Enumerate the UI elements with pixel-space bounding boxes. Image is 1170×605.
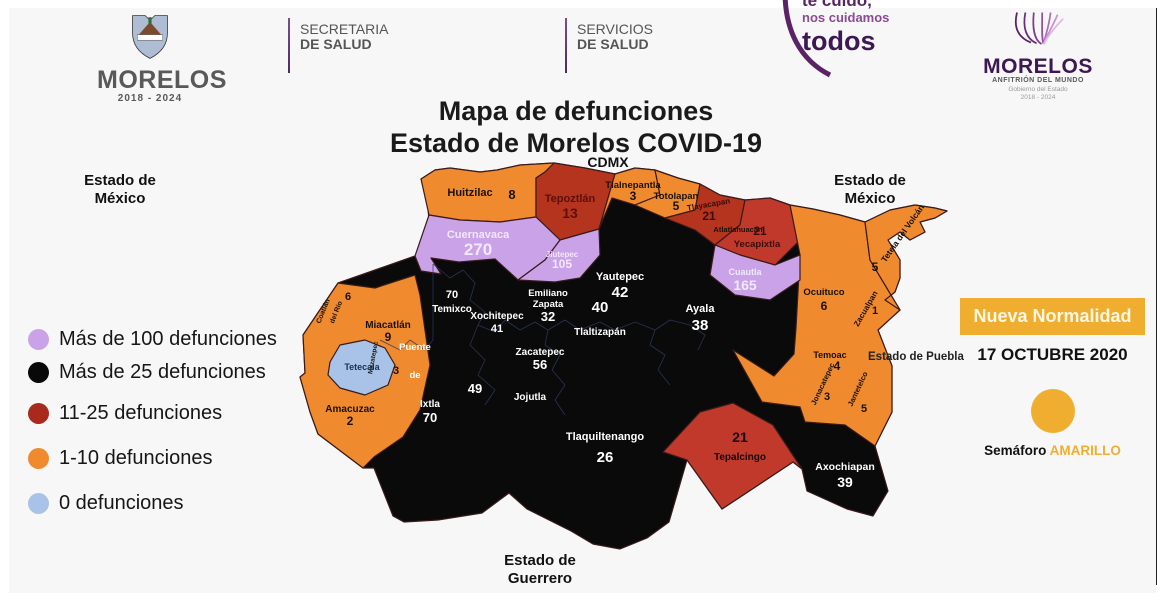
svg-text:3: 3 xyxy=(393,365,399,377)
svg-text:5: 5 xyxy=(861,403,867,415)
svg-text:70: 70 xyxy=(446,289,458,301)
svg-text:Guerrero: Guerrero xyxy=(508,570,572,587)
svg-text:21: 21 xyxy=(753,224,767,238)
svg-text:165: 165 xyxy=(733,277,757,293)
svg-text:3: 3 xyxy=(824,391,830,403)
svg-text:38: 38 xyxy=(692,317,709,334)
svg-text:Temixco: Temixco xyxy=(432,304,472,315)
svg-text:5: 5 xyxy=(673,199,680,213)
svg-text:Estado de: Estado de xyxy=(504,552,576,569)
svg-text:Emiliano: Emiliano xyxy=(528,288,568,299)
svg-text:26: 26 xyxy=(597,449,614,466)
svg-text:Temoac: Temoac xyxy=(813,350,846,360)
svg-text:Cuautla: Cuautla xyxy=(728,267,762,277)
svg-text:Yautepec: Yautepec xyxy=(596,271,644,283)
svg-text:Estado de: Estado de xyxy=(84,172,156,189)
svg-text:México: México xyxy=(95,190,146,207)
svg-text:2: 2 xyxy=(347,414,354,428)
svg-text:Huitzilac: Huitzilac xyxy=(447,187,492,199)
svg-text:Ocuituco: Ocuituco xyxy=(803,287,844,298)
svg-text:105: 105 xyxy=(552,257,572,271)
svg-text:32: 32 xyxy=(541,309,555,324)
svg-text:3: 3 xyxy=(630,189,637,203)
svg-text:5: 5 xyxy=(872,260,879,274)
svg-text:6: 6 xyxy=(345,291,351,303)
svg-text:70: 70 xyxy=(423,410,437,425)
svg-text:40: 40 xyxy=(592,299,609,316)
svg-text:de: de xyxy=(409,370,420,381)
svg-text:9: 9 xyxy=(385,330,392,344)
svg-text:49: 49 xyxy=(468,381,482,396)
svg-text:Estado de: Estado de xyxy=(834,172,906,189)
svg-text:Tlaltizapán: Tlaltizapán xyxy=(574,327,626,338)
svg-text:1: 1 xyxy=(872,305,878,317)
svg-text:Puente: Puente xyxy=(399,342,431,353)
svg-text:39: 39 xyxy=(837,474,853,490)
svg-text:270: 270 xyxy=(464,240,492,259)
svg-text:Tlaquiltenango: Tlaquiltenango xyxy=(566,431,645,443)
svg-text:21: 21 xyxy=(732,429,748,445)
svg-text:CDMX: CDMX xyxy=(587,154,629,170)
svg-text:13: 13 xyxy=(562,205,578,221)
svg-text:Tepoztlán: Tepoztlán xyxy=(545,193,596,205)
svg-text:42: 42 xyxy=(612,284,629,301)
svg-text:Tepalcingo: Tepalcingo xyxy=(714,452,766,463)
svg-text:4: 4 xyxy=(834,359,841,373)
svg-text:41: 41 xyxy=(491,323,503,335)
svg-text:Jojutla: Jojutla xyxy=(514,392,547,403)
svg-text:Xochitepec: Xochitepec xyxy=(470,311,524,322)
svg-text:21: 21 xyxy=(702,209,716,223)
svg-text:Yecapixtla: Yecapixtla xyxy=(734,239,781,250)
svg-text:Axochiapan: Axochiapan xyxy=(815,461,875,473)
svg-text:Ayala: Ayala xyxy=(686,303,716,315)
svg-text:Tetecala: Tetecala xyxy=(344,362,380,372)
svg-text:México: México xyxy=(845,190,896,207)
svg-text:6: 6 xyxy=(821,299,828,313)
svg-text:Estado de Puebla: Estado de Puebla xyxy=(868,351,964,363)
svg-text:8: 8 xyxy=(508,187,515,202)
svg-text:Ixtla: Ixtla xyxy=(420,399,440,410)
svg-text:56: 56 xyxy=(533,357,547,372)
